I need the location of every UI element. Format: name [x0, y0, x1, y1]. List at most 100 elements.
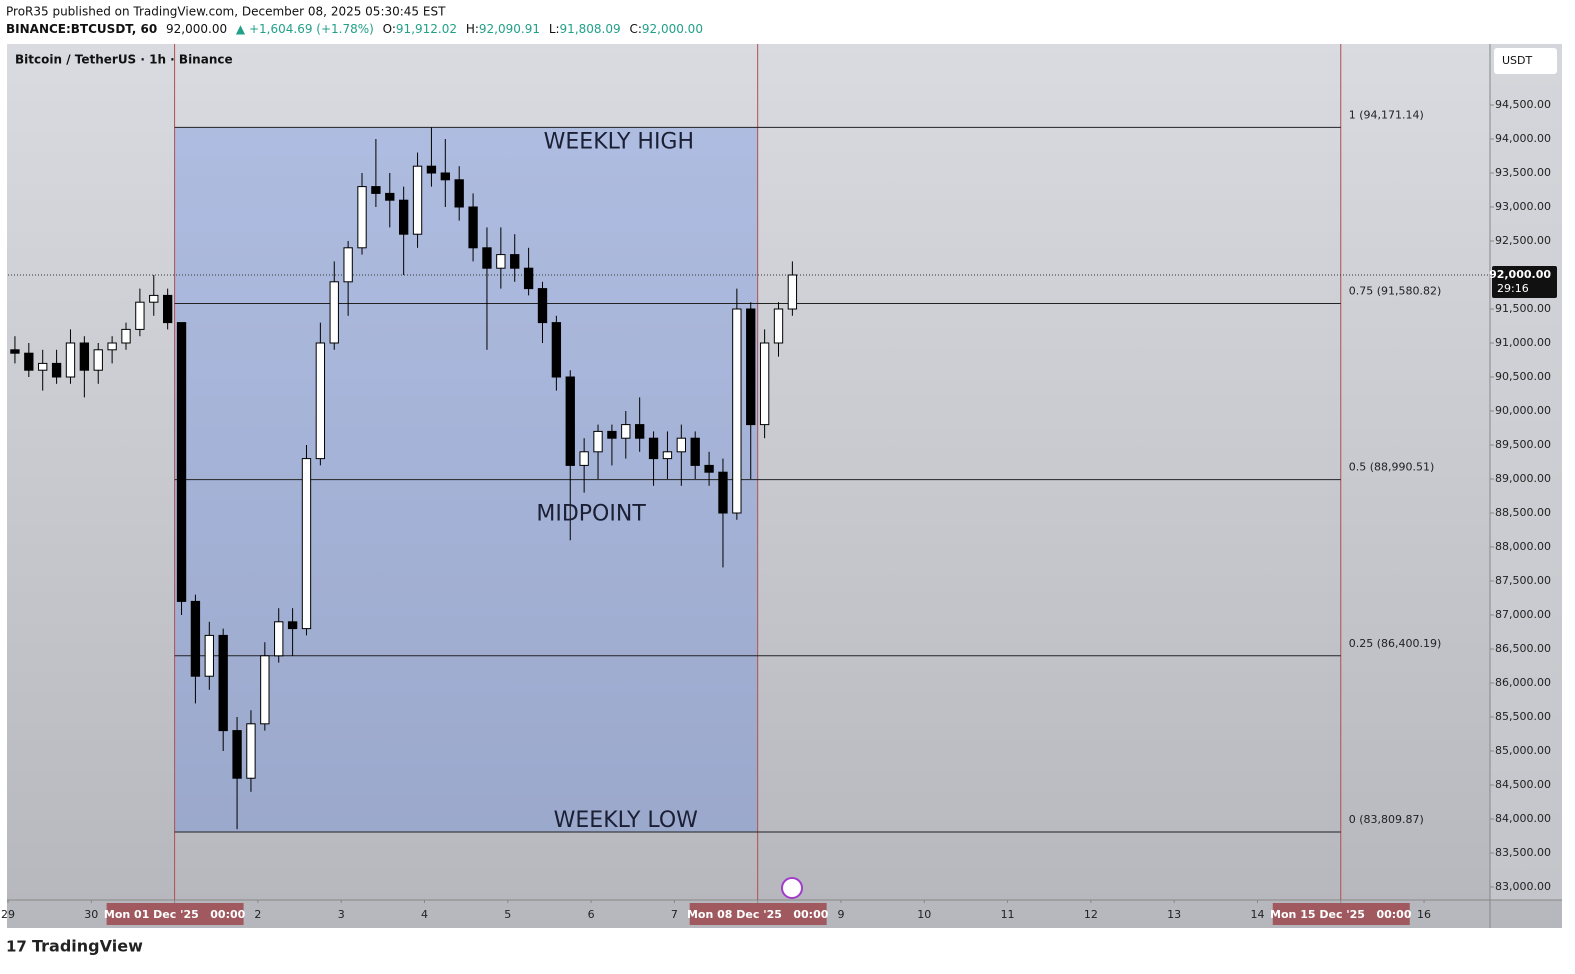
candle-body	[426, 165, 437, 174]
candle-body	[579, 451, 589, 466]
candle-body	[24, 352, 34, 371]
candle-body	[246, 723, 256, 779]
x-tick-label: 30	[84, 908, 98, 921]
last: 92,000.00	[166, 22, 227, 36]
o: 91,912.02	[396, 22, 457, 36]
x-tick-label: 13	[1167, 908, 1181, 921]
annotation: WEEKLY HIGH	[544, 129, 694, 154]
candle-body	[690, 437, 700, 466]
y-tick-label: 87,000.00	[1495, 608, 1551, 621]
h-label: H:	[466, 22, 479, 36]
y-tick-label: 91,000.00	[1495, 336, 1551, 349]
countdown: 29:16	[1497, 282, 1529, 295]
ohlc-header: BINANCE:BTCUSDT, 60 92,000.00 ▲ +1,604.6…	[6, 22, 703, 36]
candle-body	[79, 342, 90, 371]
candle-body	[232, 730, 242, 779]
candle-body	[454, 179, 464, 208]
y-tick-label: 85,500.00	[1495, 710, 1551, 723]
candle-body	[343, 247, 353, 283]
price-axis-bg	[1490, 44, 1562, 900]
y-tick-label: 93,500.00	[1495, 166, 1551, 179]
y-tick-label: 89,000.00	[1495, 472, 1551, 485]
candle-body	[648, 437, 659, 460]
candle-body	[398, 199, 409, 235]
x-tick-label: 29	[1, 908, 15, 921]
candle-body	[121, 328, 131, 344]
candle-body	[315, 342, 326, 460]
y-tick-label: 92,500.00	[1495, 234, 1551, 247]
x-tick-highlight	[1272, 903, 1410, 925]
x-tick-label: 10	[917, 908, 931, 921]
candle-body	[704, 464, 714, 473]
y-tick-label: 94,000.00	[1495, 132, 1551, 145]
chart-title: Bitcoin / TetherUS · 1h · Binance	[15, 53, 233, 67]
y-tick-label: 86,000.00	[1495, 676, 1551, 689]
candle-body	[287, 621, 298, 630]
candle-body	[218, 634, 228, 732]
l: 91,808.09	[560, 22, 621, 36]
fib-label: 0 (83,809.87)	[1349, 813, 1424, 826]
y-tick-label: 90,500.00	[1495, 370, 1551, 383]
price-tag	[1492, 266, 1557, 299]
x-tick-label: 3	[338, 908, 345, 921]
candle-body	[787, 274, 798, 310]
y-tick-label: 85,000.00	[1495, 744, 1551, 757]
y-tick-label: 87,500.00	[1495, 574, 1551, 587]
y-tick-label: 94,500.00	[1495, 98, 1551, 111]
candle-body	[621, 424, 631, 439]
publisher: ProR35 published on TradingView.com, Dec…	[6, 5, 446, 19]
x-tick-label: 14	[1250, 908, 1264, 921]
candle-body	[440, 172, 450, 181]
fib-label: 0.5 (88,990.51)	[1349, 461, 1435, 474]
candle-body	[135, 301, 145, 330]
y-tick-label: 83,000.00	[1495, 880, 1551, 893]
candle-body	[523, 267, 534, 290]
candle-body	[10, 349, 20, 354]
y-tick-label: 84,000.00	[1495, 812, 1551, 825]
candle-body	[510, 254, 520, 269]
y-tick-label: 86,500.00	[1495, 642, 1551, 655]
candle-body	[496, 254, 506, 269]
candle-body	[746, 308, 756, 426]
event-icon	[781, 877, 803, 899]
x-tick-label: 2	[254, 908, 261, 921]
candle-body	[93, 349, 103, 371]
annotation: WEEKLY LOW	[554, 808, 699, 833]
y-tick-label: 84,500.00	[1495, 778, 1551, 791]
o-label: O:	[383, 22, 396, 36]
candle-body	[759, 342, 770, 426]
candle-body	[357, 186, 367, 249]
candle-body	[204, 634, 214, 677]
candle-body	[718, 471, 728, 514]
x-tick-label: Mon 15 Dec '25 00:00	[1270, 908, 1412, 921]
candle-body	[190, 600, 201, 677]
symbol: BINANCE:BTCUSDT, 60	[6, 22, 157, 36]
x-tick-highlight	[106, 903, 244, 925]
y-tick-label: 88,500.00	[1495, 506, 1551, 519]
candle-body	[676, 437, 686, 453]
fib-label: 0.25 (86,400.19)	[1349, 637, 1442, 650]
candle-body	[482, 247, 492, 269]
c-label: C:	[629, 22, 641, 36]
x-tick-label: 5	[504, 908, 511, 921]
candle-body	[274, 621, 284, 657]
y-tick-label: 88,000.00	[1495, 540, 1551, 553]
change: ▲ +1,604.69 (+1.78%)	[236, 22, 374, 36]
x-tick-label: Mon 01 Dec '25 00:00	[104, 908, 246, 921]
candle-body	[107, 342, 117, 351]
h: 92,090.91	[479, 22, 540, 36]
candle-body	[301, 458, 312, 630]
candle-body	[773, 308, 784, 344]
x-tick-label: 7	[671, 908, 678, 921]
candle-body	[551, 322, 562, 378]
candle-body	[149, 294, 159, 303]
x-tick-label: 4	[421, 908, 428, 921]
candle-body	[412, 165, 423, 235]
y-tick-label: 93,000.00	[1495, 200, 1551, 213]
x-tick-label: 9	[837, 908, 844, 921]
candle-body	[537, 288, 548, 324]
candle-body	[385, 192, 395, 201]
candle-body	[732, 308, 742, 514]
candle-body	[371, 186, 381, 194]
